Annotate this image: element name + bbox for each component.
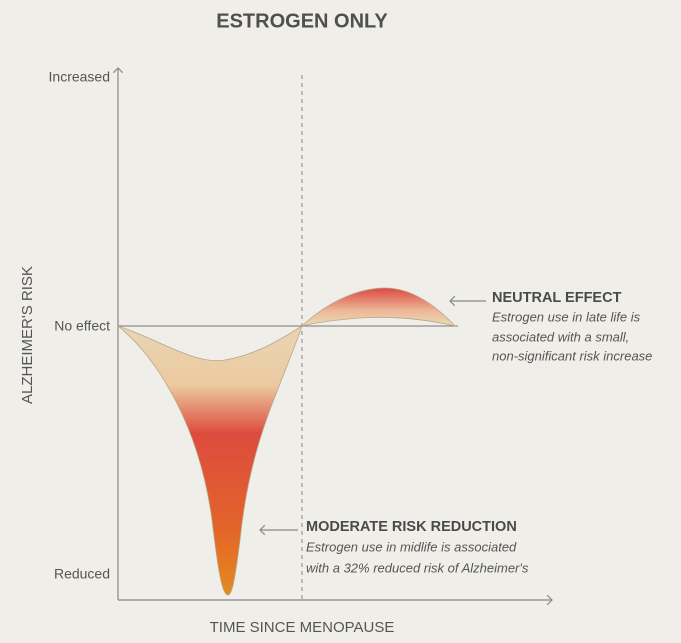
neutral-shape: [301, 287, 457, 327]
annotation-text: associated with a small,: [492, 329, 629, 344]
annotation-heading: NEUTRAL EFFECT: [492, 290, 622, 306]
y-label: Increased: [49, 69, 110, 85]
x-axis-title: TIME SINCE MENOPAUSE: [210, 619, 395, 636]
title: ESTROGEN ONLY: [216, 10, 388, 32]
y-label: No effect: [54, 318, 110, 334]
y-label: Reduced: [54, 566, 110, 582]
reduction-shape: [117, 325, 303, 596]
annotation-text: Estrogen use in midlife is associated: [306, 539, 517, 554]
annotation-text: with a 32% reduced risk of Alzheimer's: [306, 560, 529, 575]
annotation-heading: MODERATE RISK REDUCTION: [306, 519, 517, 535]
y-axis-title: ALZHEIMER'S RISK: [19, 266, 36, 404]
annotation-text: Estrogen use in late life is: [492, 309, 641, 324]
annotation-text: non-significant risk increase: [492, 348, 652, 363]
